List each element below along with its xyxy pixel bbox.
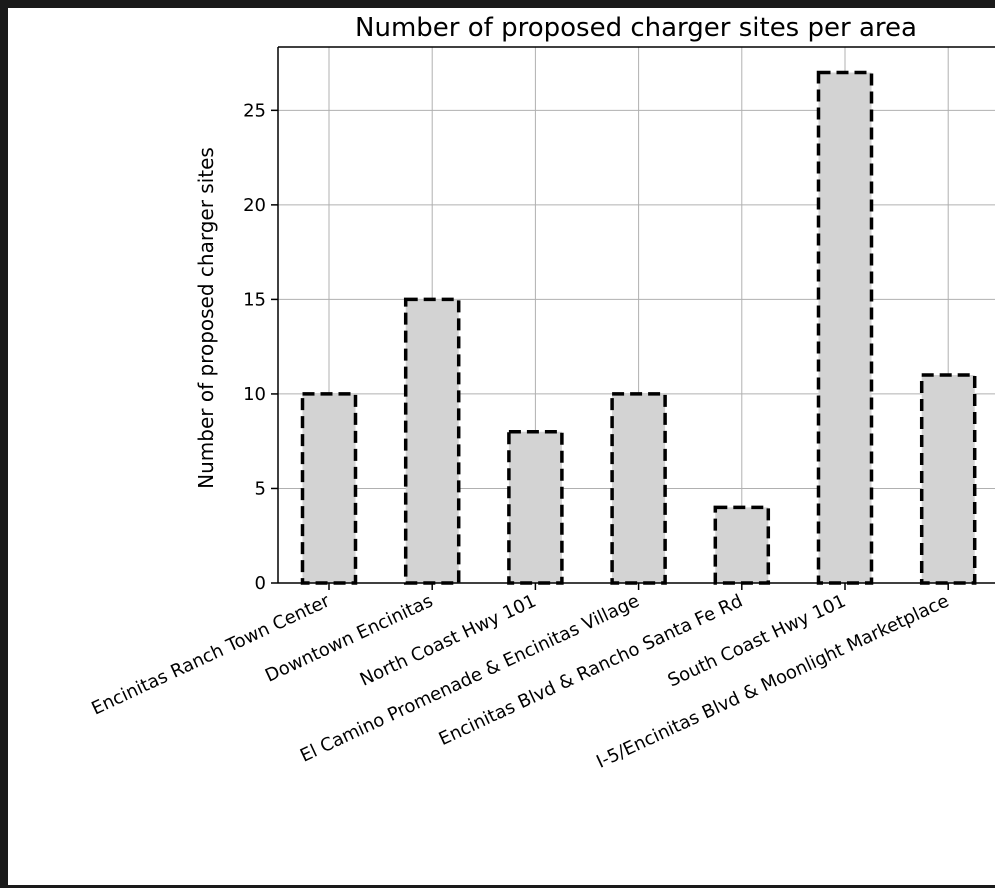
bar bbox=[300, 392, 358, 585]
x-tick-label: South Coast Hwy 101 bbox=[665, 590, 850, 691]
y-tick-label: 25 bbox=[243, 100, 266, 121]
bar bbox=[507, 429, 564, 585]
chart-title: Number of proposed charger sites per are… bbox=[355, 13, 917, 43]
y-tick-label: 20 bbox=[243, 195, 266, 216]
x-tick-label: I-5/Encinitas Blvd & Moonlight Marketpla… bbox=[593, 590, 952, 772]
bar bbox=[610, 392, 667, 585]
x-tick-label: Downtown Encinitas bbox=[262, 590, 436, 686]
y-tick-label: 5 bbox=[255, 478, 266, 499]
axes bbox=[271, 46, 995, 590]
bar bbox=[816, 70, 874, 585]
y-tick-label: 15 bbox=[243, 289, 266, 310]
y-tick-labels: 0 5 10 15 20 25 bbox=[243, 100, 266, 594]
y-tick-label: 0 bbox=[255, 573, 266, 594]
y-axis-label: Number of proposed charger sites bbox=[194, 147, 218, 489]
bar bbox=[403, 297, 461, 585]
bar bbox=[713, 505, 771, 585]
bar bbox=[919, 373, 977, 585]
x-tick-label: North Coast Hwy 101 bbox=[357, 590, 540, 690]
bars bbox=[300, 70, 977, 585]
y-tick-label: 10 bbox=[243, 384, 266, 405]
